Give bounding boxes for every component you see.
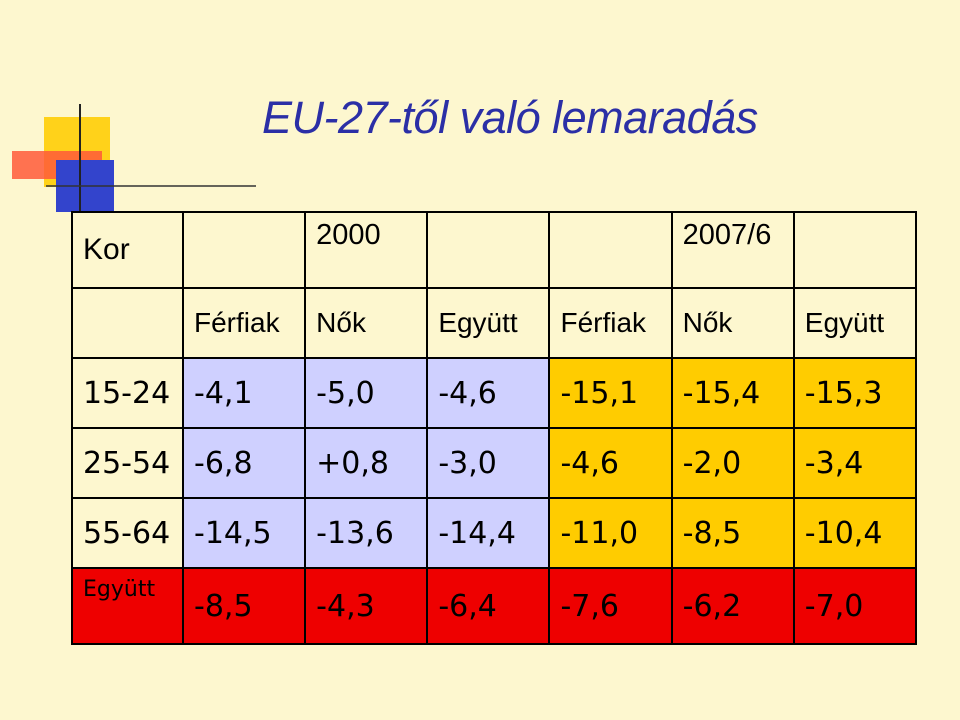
value-cell: -6,4 <box>426 567 551 645</box>
value-cell: -4,6 <box>548 427 673 499</box>
row-label: Együtt <box>71 567 184 645</box>
period-header-cell: 2007/6 <box>670 211 795 289</box>
row-label: 15-24 <box>71 357 184 429</box>
corner-label: Kor <box>71 211 184 289</box>
period-header-cell <box>792 211 918 289</box>
value-cell: -4,6 <box>426 357 551 429</box>
value-cell: -4,1 <box>181 357 307 429</box>
value-cell: -10,4 <box>792 497 918 569</box>
gender-header-cell: Nők <box>670 287 795 359</box>
value-cell: -4,3 <box>304 567 429 645</box>
value-cell: -15,3 <box>792 357 918 429</box>
value-cell: -14,4 <box>426 497 551 569</box>
gender-header-cell: Férfiak <box>181 287 307 359</box>
value-cell: +0,8 <box>304 427 429 499</box>
value-cell: -7,0 <box>792 567 918 645</box>
table-row: 55-64 -14,5 -13,6 -14,4 -11,0 -8,5 -10,4 <box>71 497 918 569</box>
period-header-cell <box>426 211 551 289</box>
value-cell: -5,0 <box>304 357 429 429</box>
value-cell: -3,4 <box>792 427 918 499</box>
value-cell: -13,6 <box>304 497 429 569</box>
period-header-cell <box>181 211 307 289</box>
value-cell: -7,6 <box>548 567 673 645</box>
table-row-total: Együtt -8,5 -4,3 -6,4 -7,6 -6,2 -7,0 <box>71 567 918 645</box>
row-label: 25-54 <box>71 427 184 499</box>
value-cell: -15,1 <box>548 357 673 429</box>
data-table: Kor 2000 2007/6 Férfiak Nők Együtt Férfi… <box>71 211 918 645</box>
header-row-periods: Kor 2000 2007/6 <box>71 211 918 289</box>
slide-title: EU-27-től való lemaradás <box>262 92 758 143</box>
gender-header-cell: Férfiak <box>548 287 673 359</box>
value-cell: -8,5 <box>181 567 307 645</box>
gender-header-cell: Együtt <box>426 287 551 359</box>
gender-header-cell: Nők <box>304 287 429 359</box>
period-header-cell: 2000 <box>304 211 429 289</box>
empty-header-cell <box>71 287 184 359</box>
value-cell: -11,0 <box>548 497 673 569</box>
value-cell: -6,8 <box>181 427 307 499</box>
header-row-genders: Férfiak Nők Együtt Férfiak Nők Együtt <box>71 287 918 359</box>
table-row: 15-24 -4,1 -5,0 -4,6 -15,1 -15,4 -15,3 <box>71 357 918 429</box>
period-header-cell <box>548 211 673 289</box>
gender-header-cell: Együtt <box>792 287 918 359</box>
value-cell: -8,5 <box>670 497 795 569</box>
table-row: 25-54 -6,8 +0,8 -3,0 -4,6 -2,0 -3,4 <box>71 427 918 499</box>
value-cell: -15,4 <box>670 357 795 429</box>
value-cell: -3,0 <box>426 427 551 499</box>
value-cell: -6,2 <box>670 567 795 645</box>
value-cell: -14,5 <box>181 497 307 569</box>
row-label: 55-64 <box>71 497 184 569</box>
value-cell: -2,0 <box>670 427 795 499</box>
